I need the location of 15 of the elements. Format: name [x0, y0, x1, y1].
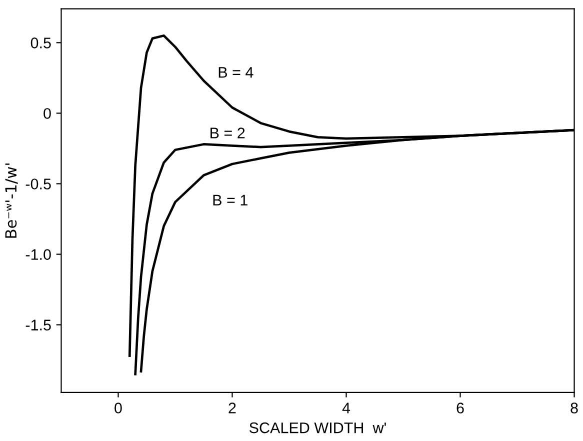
- x-axis-title: SCALED WIDTH w': [249, 422, 386, 434]
- x-tick-label: 4: [342, 402, 350, 414]
- y-tick-label: -1.0: [26, 249, 51, 260]
- x-tick-label: 8: [570, 402, 578, 414]
- x-tick-label: 2: [228, 402, 236, 414]
- series-label: B = 1: [213, 194, 248, 206]
- y-tick-label: -1.5: [26, 320, 51, 330]
- x-tick-label: 6: [456, 402, 464, 414]
- y-tick-label: -0.5: [26, 178, 51, 190]
- series-label: B = 2: [210, 128, 245, 138]
- x-tick-label: 0: [114, 402, 122, 414]
- y-axis-title: Be⁻ʷ'-1/w': [5, 164, 18, 238]
- y-tick-label: 0: [44, 108, 51, 119]
- series-label: B = 4: [218, 67, 254, 78]
- y-tick-label: 0.5: [30, 38, 51, 48]
